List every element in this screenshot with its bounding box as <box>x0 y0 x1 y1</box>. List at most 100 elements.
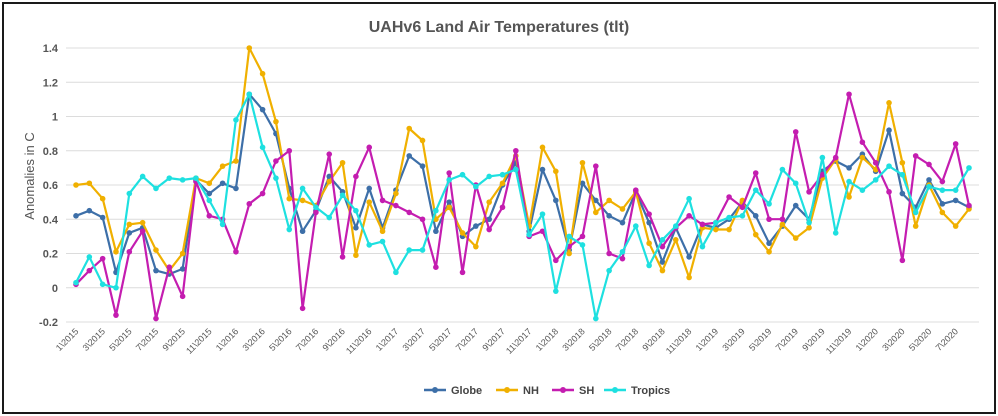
data-point <box>99 214 106 221</box>
data-point <box>313 204 319 211</box>
data-point <box>473 243 479 250</box>
data-point <box>73 279 79 286</box>
y-tick-label: 0.6 <box>43 180 58 192</box>
x-tick-label: 1\2019 <box>694 326 721 353</box>
data-point <box>619 255 626 262</box>
data-point <box>273 175 279 181</box>
data-point <box>646 240 652 247</box>
data-point <box>179 250 186 257</box>
data-point <box>686 254 692 260</box>
data-point <box>353 225 359 231</box>
data-point <box>393 202 399 209</box>
data-point <box>646 219 652 226</box>
data-point <box>752 170 759 176</box>
data-point <box>952 197 959 204</box>
data-point <box>752 213 759 219</box>
data-point <box>366 242 373 248</box>
data-point <box>606 250 612 257</box>
data-point <box>779 216 786 223</box>
data-point <box>566 233 572 240</box>
data-point <box>579 242 586 248</box>
y-tick-label: 0.2 <box>43 249 58 261</box>
data-point <box>99 195 106 202</box>
x-tick-label: 11\2015 <box>184 326 214 356</box>
data-point <box>446 177 452 183</box>
data-point <box>219 221 226 228</box>
data-point <box>926 161 932 168</box>
data-point <box>486 226 492 233</box>
data-point <box>366 199 373 205</box>
data-point <box>433 207 439 214</box>
data-point <box>299 185 306 192</box>
y-tick-labels: -0.2 0 0.2 0.4 0.6 0.8 1 1.2 1.4 <box>39 43 59 329</box>
y-tick-label: 1 <box>52 112 58 124</box>
data-point <box>593 197 599 204</box>
data-point <box>832 230 839 236</box>
data-point <box>699 221 706 228</box>
x-tick-label: 3\2015 <box>81 326 108 353</box>
data-point <box>113 284 119 291</box>
data-point <box>846 91 852 98</box>
data-point <box>193 175 199 181</box>
legend-item-nh: NH <box>496 385 539 397</box>
x-tick-label: 7\2018 <box>614 326 641 353</box>
data-point <box>233 248 239 255</box>
data-point <box>646 211 652 217</box>
data-point <box>99 281 106 288</box>
data-point <box>179 293 186 300</box>
legend-marker <box>560 387 566 393</box>
data-point <box>712 219 719 226</box>
data-point <box>686 213 692 219</box>
data-point <box>379 238 386 245</box>
data-point <box>806 219 812 226</box>
data-point <box>406 209 413 216</box>
data-point <box>672 237 679 243</box>
data-point <box>153 185 159 192</box>
data-point <box>699 243 706 250</box>
data-point <box>459 171 466 178</box>
data-point <box>366 185 373 192</box>
data-point <box>899 159 906 166</box>
data-point <box>619 206 626 212</box>
data-point <box>259 144 266 151</box>
data-point <box>606 213 612 219</box>
data-point <box>206 190 213 197</box>
line-chart: UAHv6 Land Air Temperatures (tlt) Anomal… <box>22 19 979 397</box>
x-tick-label: 5\2016 <box>267 326 294 353</box>
data-point <box>446 204 452 211</box>
data-point <box>153 315 159 322</box>
data-point <box>113 312 119 318</box>
data-point <box>872 177 879 183</box>
data-point <box>899 171 906 178</box>
data-point <box>553 197 559 204</box>
data-point <box>339 254 346 260</box>
data-point <box>206 213 213 219</box>
data-point <box>286 147 293 154</box>
data-point <box>899 257 906 264</box>
data-point <box>966 202 972 209</box>
data-point <box>433 228 439 235</box>
data-point <box>473 183 479 190</box>
data-point <box>339 192 346 199</box>
data-point <box>486 216 492 223</box>
data-point <box>126 221 133 228</box>
data-point <box>393 190 399 197</box>
data-point <box>233 117 239 123</box>
grid-lines <box>66 47 979 323</box>
data-point <box>899 190 906 197</box>
data-point <box>139 219 146 226</box>
data-point <box>792 180 799 187</box>
x-tick-label: 5\2020 <box>907 326 934 353</box>
data-point <box>939 187 946 193</box>
x-tick-label: 5\2019 <box>747 326 774 353</box>
data-point <box>379 197 386 204</box>
y-tick-label: 0.8 <box>43 146 58 158</box>
data-point <box>859 139 866 145</box>
data-point <box>952 223 959 229</box>
data-point <box>886 100 892 106</box>
x-tick-label: 11\2019 <box>824 326 854 356</box>
data-point <box>273 118 279 125</box>
data-point <box>539 166 546 173</box>
y-tick-label: 1.4 <box>43 43 59 55</box>
data-point <box>766 240 772 247</box>
